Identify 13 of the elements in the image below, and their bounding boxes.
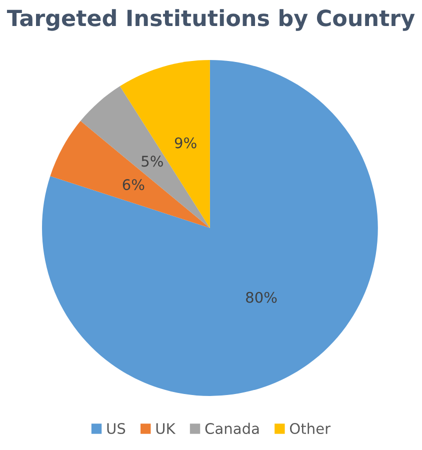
legend-label: UK xyxy=(156,423,176,434)
data-label: 6% xyxy=(122,179,144,190)
pie-slice xyxy=(80,86,210,228)
pie-slice xyxy=(120,60,210,228)
data-label: 5% xyxy=(142,156,163,167)
data-label: 9% xyxy=(174,137,196,148)
legend-label: Canada xyxy=(205,422,259,434)
pie-slice xyxy=(50,120,210,228)
legend-label: US xyxy=(107,423,126,434)
pie-slice xyxy=(42,60,378,396)
legend-label: Other xyxy=(290,422,331,434)
data-label: 80% xyxy=(246,292,277,303)
chart-title: Targeted Institutions by Country xyxy=(6,9,415,31)
